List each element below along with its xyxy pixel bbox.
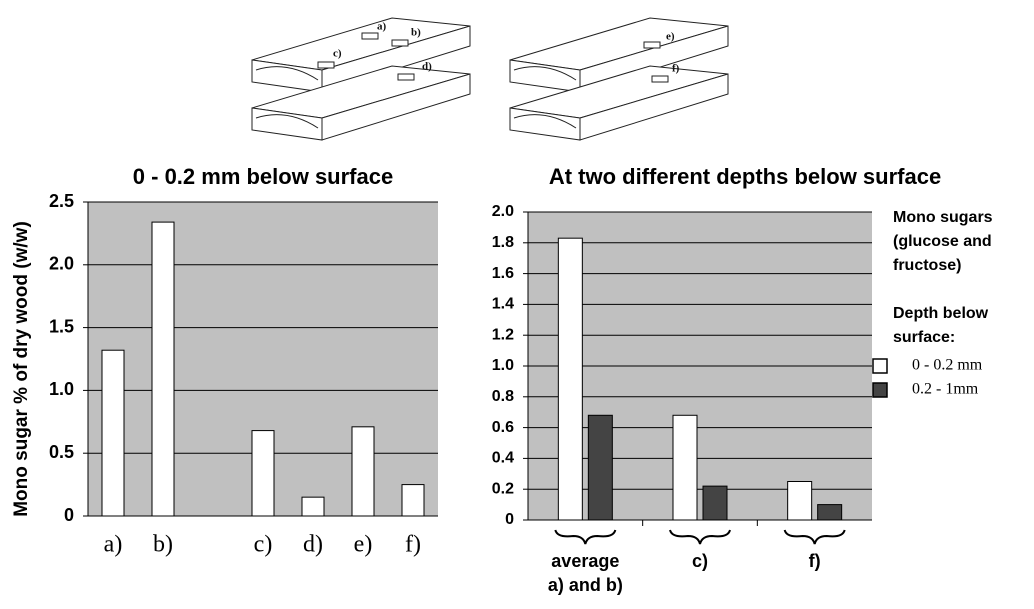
bar xyxy=(102,350,124,516)
x-tick-label: d) xyxy=(303,532,323,558)
y-tick-label: 0.5 xyxy=(49,442,74,462)
chart-title: 0 - 0.2 mm below surface xyxy=(133,164,393,189)
legend-note: (glucose and xyxy=(893,233,992,250)
x-tick-label: c) xyxy=(254,532,273,558)
y-tick-label: 1.0 xyxy=(492,357,514,374)
bar xyxy=(588,415,612,520)
brace xyxy=(555,530,615,544)
bar xyxy=(818,505,842,520)
y-tick-label: 1.6 xyxy=(492,265,514,282)
x-tick-label: a) and b) xyxy=(548,575,623,595)
y-tick-label: 2.0 xyxy=(492,203,514,220)
bar xyxy=(673,415,697,520)
y-tick-label: 1.4 xyxy=(492,296,514,313)
y-tick-label: 0 xyxy=(64,505,74,525)
brace xyxy=(670,530,730,544)
y-tick-label: 0 xyxy=(505,511,514,528)
bar xyxy=(252,431,274,516)
legend-note: Depth below xyxy=(893,305,989,322)
legend-note: Mono sugars xyxy=(893,209,993,226)
y-axis-label: Mono sugar % of dry wood (w/w) xyxy=(11,221,32,517)
figure: a) b) c) d) e) f) 0 - 0.2 mm below surfa… xyxy=(0,0,1034,604)
illustration: a) b) c) d) e) f) xyxy=(252,18,728,140)
bar xyxy=(788,482,812,521)
x-tick-label: f) xyxy=(809,551,821,571)
sample-label: a) xyxy=(377,21,387,33)
y-tick-label: 1.0 xyxy=(49,379,74,399)
x-tick-label: a) xyxy=(104,532,123,558)
bar xyxy=(302,497,324,516)
bar xyxy=(402,485,424,516)
legend-note: surface: xyxy=(893,329,955,346)
legend-label: 0 - 0.2 mm xyxy=(912,357,983,374)
y-tick-label: 1.5 xyxy=(49,316,74,336)
y-tick-label: 0.4 xyxy=(492,450,514,467)
legend-note: fructose) xyxy=(893,257,961,274)
y-tick-label: 2.0 xyxy=(49,254,74,274)
legend-label: 0.2 - 1mm xyxy=(912,381,979,398)
y-tick-label: 0.2 xyxy=(492,480,514,497)
x-tick-label: c) xyxy=(692,551,708,571)
sample-label: b) xyxy=(411,27,421,39)
bar xyxy=(558,238,582,520)
y-tick-label: 0.6 xyxy=(492,419,514,436)
y-tick-label: 1.8 xyxy=(492,234,514,251)
sample-label: d) xyxy=(422,61,432,73)
sample-label: f) xyxy=(672,63,680,75)
board-stack xyxy=(252,18,470,140)
y-tick-label: 0.8 xyxy=(492,388,514,405)
legend-swatch xyxy=(873,383,887,397)
y-tick-label: 1.2 xyxy=(492,326,514,343)
bar xyxy=(152,222,174,516)
x-tick-label: f) xyxy=(405,532,421,558)
bar xyxy=(703,486,727,520)
sample-label: c) xyxy=(333,48,342,60)
bar xyxy=(352,427,374,516)
x-tick-label: b) xyxy=(153,532,173,558)
x-tick-label: e) xyxy=(354,532,373,558)
x-tick-label: average xyxy=(551,551,619,571)
brace xyxy=(785,530,845,544)
y-tick-label: 2.5 xyxy=(49,191,74,211)
chart-title: At two different depths below surface xyxy=(549,164,941,189)
sample-label: e) xyxy=(666,31,675,43)
board-stack xyxy=(510,18,728,140)
legend-swatch xyxy=(873,359,887,373)
